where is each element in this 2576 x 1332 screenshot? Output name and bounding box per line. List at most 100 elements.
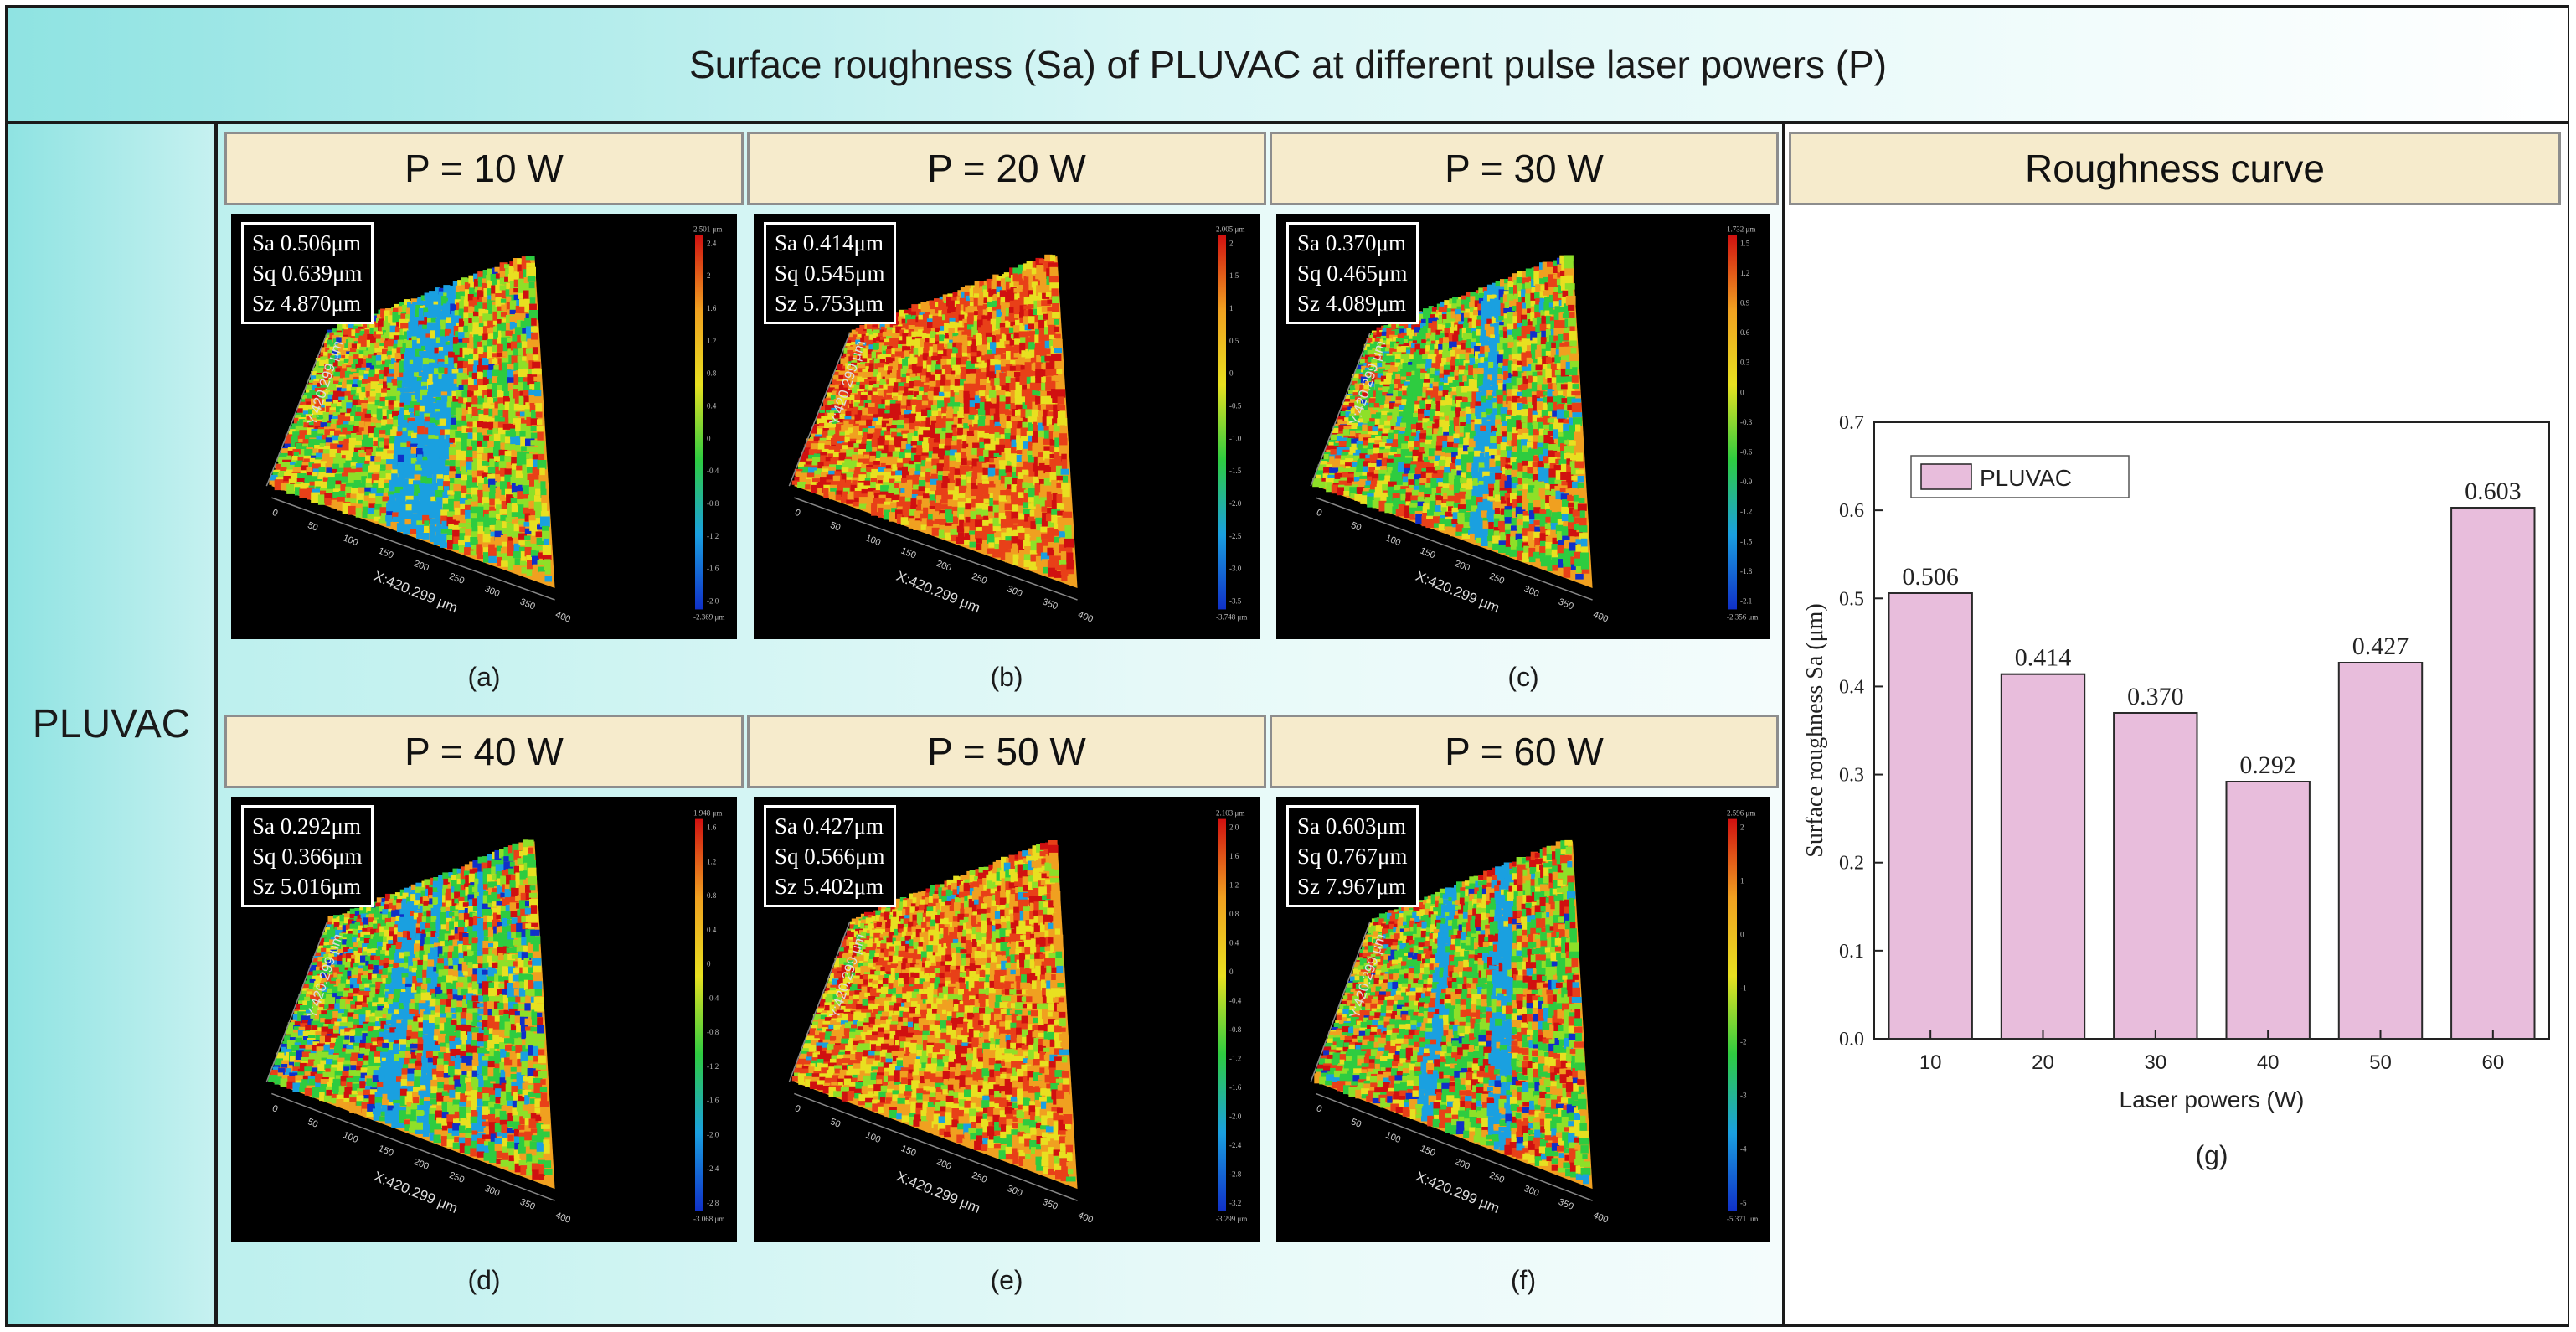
surface-cell xyxy=(1028,422,1033,431)
surface-cell xyxy=(884,410,892,416)
surface-cell xyxy=(1348,402,1355,410)
surface-cell xyxy=(435,327,445,332)
surface-cell xyxy=(1057,411,1066,419)
surface-cell xyxy=(400,442,409,447)
surface-cell xyxy=(413,492,420,498)
surface-cell xyxy=(1406,401,1412,407)
surface-cell xyxy=(1033,294,1041,303)
surface-cell xyxy=(337,414,347,426)
surface-cell xyxy=(336,420,346,427)
y-axis-line xyxy=(788,332,851,487)
surface-cell xyxy=(513,384,522,390)
surface-cell xyxy=(1060,468,1069,475)
surface-cell xyxy=(379,396,387,403)
surface-cell xyxy=(353,477,363,482)
surface-cell xyxy=(969,406,976,416)
surface-cell xyxy=(320,461,328,472)
surface-cell xyxy=(945,506,956,512)
surface-cell xyxy=(863,451,873,457)
color-scale-min: -3.748 μm xyxy=(1216,612,1247,621)
surface-cell xyxy=(520,423,528,432)
surface-cell xyxy=(1055,389,1066,398)
surface-cell xyxy=(932,511,943,521)
surface-cell xyxy=(437,390,444,400)
surface-cell xyxy=(1061,459,1068,470)
surface-cell xyxy=(999,540,1008,546)
surface-cell xyxy=(461,444,469,452)
surface-cell xyxy=(885,457,894,468)
surface-cell xyxy=(1045,396,1056,405)
surface-cell xyxy=(389,364,399,370)
surface-cell xyxy=(530,426,538,431)
surface-cell xyxy=(1020,436,1031,444)
surface-cell xyxy=(437,459,447,465)
surface-cell xyxy=(516,431,523,438)
surface-cell xyxy=(923,347,933,355)
surface-cell xyxy=(517,451,523,458)
surface-cell xyxy=(471,404,482,409)
surface-cell xyxy=(415,390,425,400)
surface-cell xyxy=(441,520,449,530)
surface-cell xyxy=(991,353,997,363)
surface-cell xyxy=(853,426,860,436)
surface-cell xyxy=(1023,521,1033,528)
surface-cell xyxy=(453,354,461,364)
surface-cell xyxy=(422,324,430,330)
surface-cell xyxy=(1392,439,1400,446)
surface-cell xyxy=(324,493,334,503)
surface-cell xyxy=(490,537,497,544)
surface-cell xyxy=(967,341,974,348)
surface-cell xyxy=(961,448,970,453)
surface-cell xyxy=(375,385,384,396)
surface-cell xyxy=(954,392,962,397)
surface-cell xyxy=(932,344,942,355)
surface-cell xyxy=(477,506,486,518)
surface-cell xyxy=(893,387,902,395)
surface-cell xyxy=(960,372,968,384)
surface-cell xyxy=(429,534,435,543)
surface-cell xyxy=(482,453,492,461)
surface-cell xyxy=(1008,312,1019,322)
surface-cell xyxy=(521,418,527,424)
surface-cell xyxy=(1321,478,1327,486)
surface-cell xyxy=(1340,411,1346,421)
surface-cell xyxy=(408,421,415,430)
surface-cell xyxy=(1006,333,1012,341)
surface-cell xyxy=(889,342,897,348)
surface-cell xyxy=(384,438,391,447)
surface-cell xyxy=(1021,389,1028,399)
surface-cell xyxy=(962,441,969,449)
surface-cell xyxy=(1005,281,1012,292)
surface-cell xyxy=(382,409,391,419)
surface-cell xyxy=(420,498,425,505)
surface-cell xyxy=(321,405,327,410)
surface-cell xyxy=(472,477,479,483)
surface-cell xyxy=(963,396,972,404)
surface-cell xyxy=(950,396,956,404)
surface-cell xyxy=(928,314,936,321)
surface-cell xyxy=(502,351,510,357)
surface-cell xyxy=(956,444,963,456)
surface-cell xyxy=(924,319,930,328)
surface-cell xyxy=(470,537,480,545)
surface-cell xyxy=(466,414,476,423)
surface-cell xyxy=(940,488,951,494)
surface-cell xyxy=(1053,339,1063,348)
surface-cell xyxy=(908,364,914,371)
surface-cell xyxy=(821,472,829,482)
surface-cell xyxy=(425,483,434,491)
surface-cell xyxy=(1417,396,1423,404)
surface-cell xyxy=(1357,403,1368,410)
surface-cell xyxy=(1428,306,1434,317)
surface-cell xyxy=(415,402,424,408)
surface-cell xyxy=(482,283,491,292)
surface-cell xyxy=(891,431,898,440)
surface-cell xyxy=(1010,295,1018,302)
surface-cell xyxy=(1396,448,1403,456)
surface-cell xyxy=(981,333,989,338)
surface-cell xyxy=(1022,416,1028,423)
surface-cell xyxy=(969,389,977,400)
surface-cell xyxy=(468,300,477,307)
surface-cell xyxy=(1404,404,1412,413)
surface-cell xyxy=(1337,436,1342,446)
